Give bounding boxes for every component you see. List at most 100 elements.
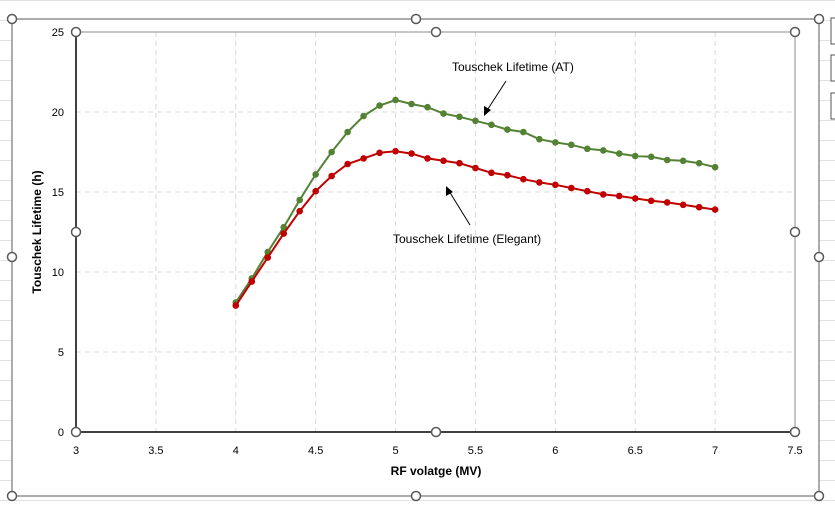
data-point xyxy=(472,164,479,172)
data-point xyxy=(232,302,240,309)
data-point xyxy=(711,163,719,171)
data-point xyxy=(488,169,495,177)
data-point xyxy=(408,100,415,108)
data-point xyxy=(424,103,431,111)
data-point xyxy=(647,153,655,161)
sheet-cell-box xyxy=(830,92,835,120)
x-tick-label: 6.5 xyxy=(628,445,643,457)
data-point xyxy=(631,152,639,160)
resize-handle[interactable] xyxy=(6,490,18,502)
data-point xyxy=(568,141,575,149)
data-point xyxy=(583,187,591,195)
data-point xyxy=(328,148,335,156)
data-point xyxy=(488,121,495,129)
data-point xyxy=(296,196,303,204)
data-point xyxy=(376,149,383,157)
data-point xyxy=(615,150,623,157)
data-point xyxy=(408,150,415,157)
data-point xyxy=(583,145,591,153)
x-tick-label: 6 xyxy=(552,445,558,457)
resize-handle[interactable] xyxy=(410,13,422,25)
resize-handle[interactable] xyxy=(789,226,801,238)
x-tick-label: 5 xyxy=(392,445,398,457)
data-point xyxy=(711,206,719,213)
data-point xyxy=(360,112,367,120)
data-point xyxy=(424,155,431,162)
data-point xyxy=(631,195,639,202)
data-point xyxy=(344,160,351,168)
y-tick-label: 0 xyxy=(58,427,64,439)
chart-area[interactable] xyxy=(11,18,820,497)
data-point xyxy=(647,197,655,205)
arrowhead-at xyxy=(484,106,491,116)
y-tick-label: 5 xyxy=(58,347,64,359)
data-point xyxy=(392,96,399,104)
data-point xyxy=(599,147,607,154)
data-point xyxy=(360,155,367,162)
data-point xyxy=(552,139,559,146)
y-tick-label: 15 xyxy=(52,187,64,199)
data-point xyxy=(376,102,383,109)
data-point xyxy=(296,207,303,215)
data-point xyxy=(248,278,256,285)
data-point xyxy=(520,128,527,136)
y-tick-label: 10 xyxy=(52,267,64,279)
resize-handle[interactable] xyxy=(813,490,825,502)
data-point xyxy=(312,171,319,178)
data-point xyxy=(695,159,703,167)
gridlines xyxy=(76,32,795,432)
data-point xyxy=(504,171,511,179)
data-point xyxy=(472,117,479,125)
data-point xyxy=(344,128,351,136)
data-point xyxy=(599,191,607,198)
y-tick-label: 20 xyxy=(52,107,64,119)
resize-handle[interactable] xyxy=(789,426,801,438)
resize-handle[interactable] xyxy=(70,26,82,38)
resize-handle[interactable] xyxy=(6,13,18,25)
sheet-cell-box xyxy=(830,54,835,82)
annotation-arrow-elegant xyxy=(448,190,471,226)
data-point xyxy=(440,110,447,117)
x-tick-label: 4.5 xyxy=(308,445,323,457)
data-point xyxy=(280,230,288,237)
data-point xyxy=(663,156,671,164)
x-tick-label: 7.5 xyxy=(787,445,802,457)
data-point xyxy=(456,113,463,121)
resize-handle[interactable] xyxy=(789,26,801,38)
resize-handle[interactable] xyxy=(70,226,82,238)
sheet-cell-box xyxy=(830,17,835,45)
resize-handle[interactable] xyxy=(813,251,825,263)
y-axis-label: Touschek Lifetime (h) xyxy=(30,170,44,293)
data-point xyxy=(552,181,559,189)
x-axis-label: RF volatge (MV) xyxy=(391,464,482,478)
resize-handle[interactable] xyxy=(430,426,442,438)
arrowhead-elegant xyxy=(446,186,453,196)
data-point xyxy=(695,203,703,211)
x-tick-label: 5.5 xyxy=(468,445,483,457)
data-point xyxy=(615,192,623,200)
x-tick-label: 3.5 xyxy=(148,445,163,457)
data-point xyxy=(280,223,288,231)
resize-handle[interactable] xyxy=(813,13,825,25)
x-tick-label: 3 xyxy=(73,445,79,457)
annotation-arrow-at xyxy=(485,80,507,113)
data-point xyxy=(440,157,447,165)
data-point xyxy=(520,175,527,183)
y-tick-label: 25 xyxy=(52,27,64,39)
data-point xyxy=(568,184,575,192)
x-tick-label: 4 xyxy=(233,445,239,457)
data-point xyxy=(456,159,463,167)
resize-handle[interactable] xyxy=(410,490,422,502)
data-point xyxy=(504,126,511,133)
data-point xyxy=(392,147,399,155)
resize-handle[interactable] xyxy=(6,251,18,263)
data-point xyxy=(679,201,687,209)
annotation-elegant: Touschek Lifetime (Elegant) xyxy=(393,232,541,246)
data-point xyxy=(536,179,543,186)
data-point xyxy=(663,199,671,206)
data-point xyxy=(328,172,335,180)
resize-handle[interactable] xyxy=(430,26,442,38)
x-tick-label: 7 xyxy=(712,445,718,457)
resize-handle[interactable] xyxy=(70,426,82,438)
